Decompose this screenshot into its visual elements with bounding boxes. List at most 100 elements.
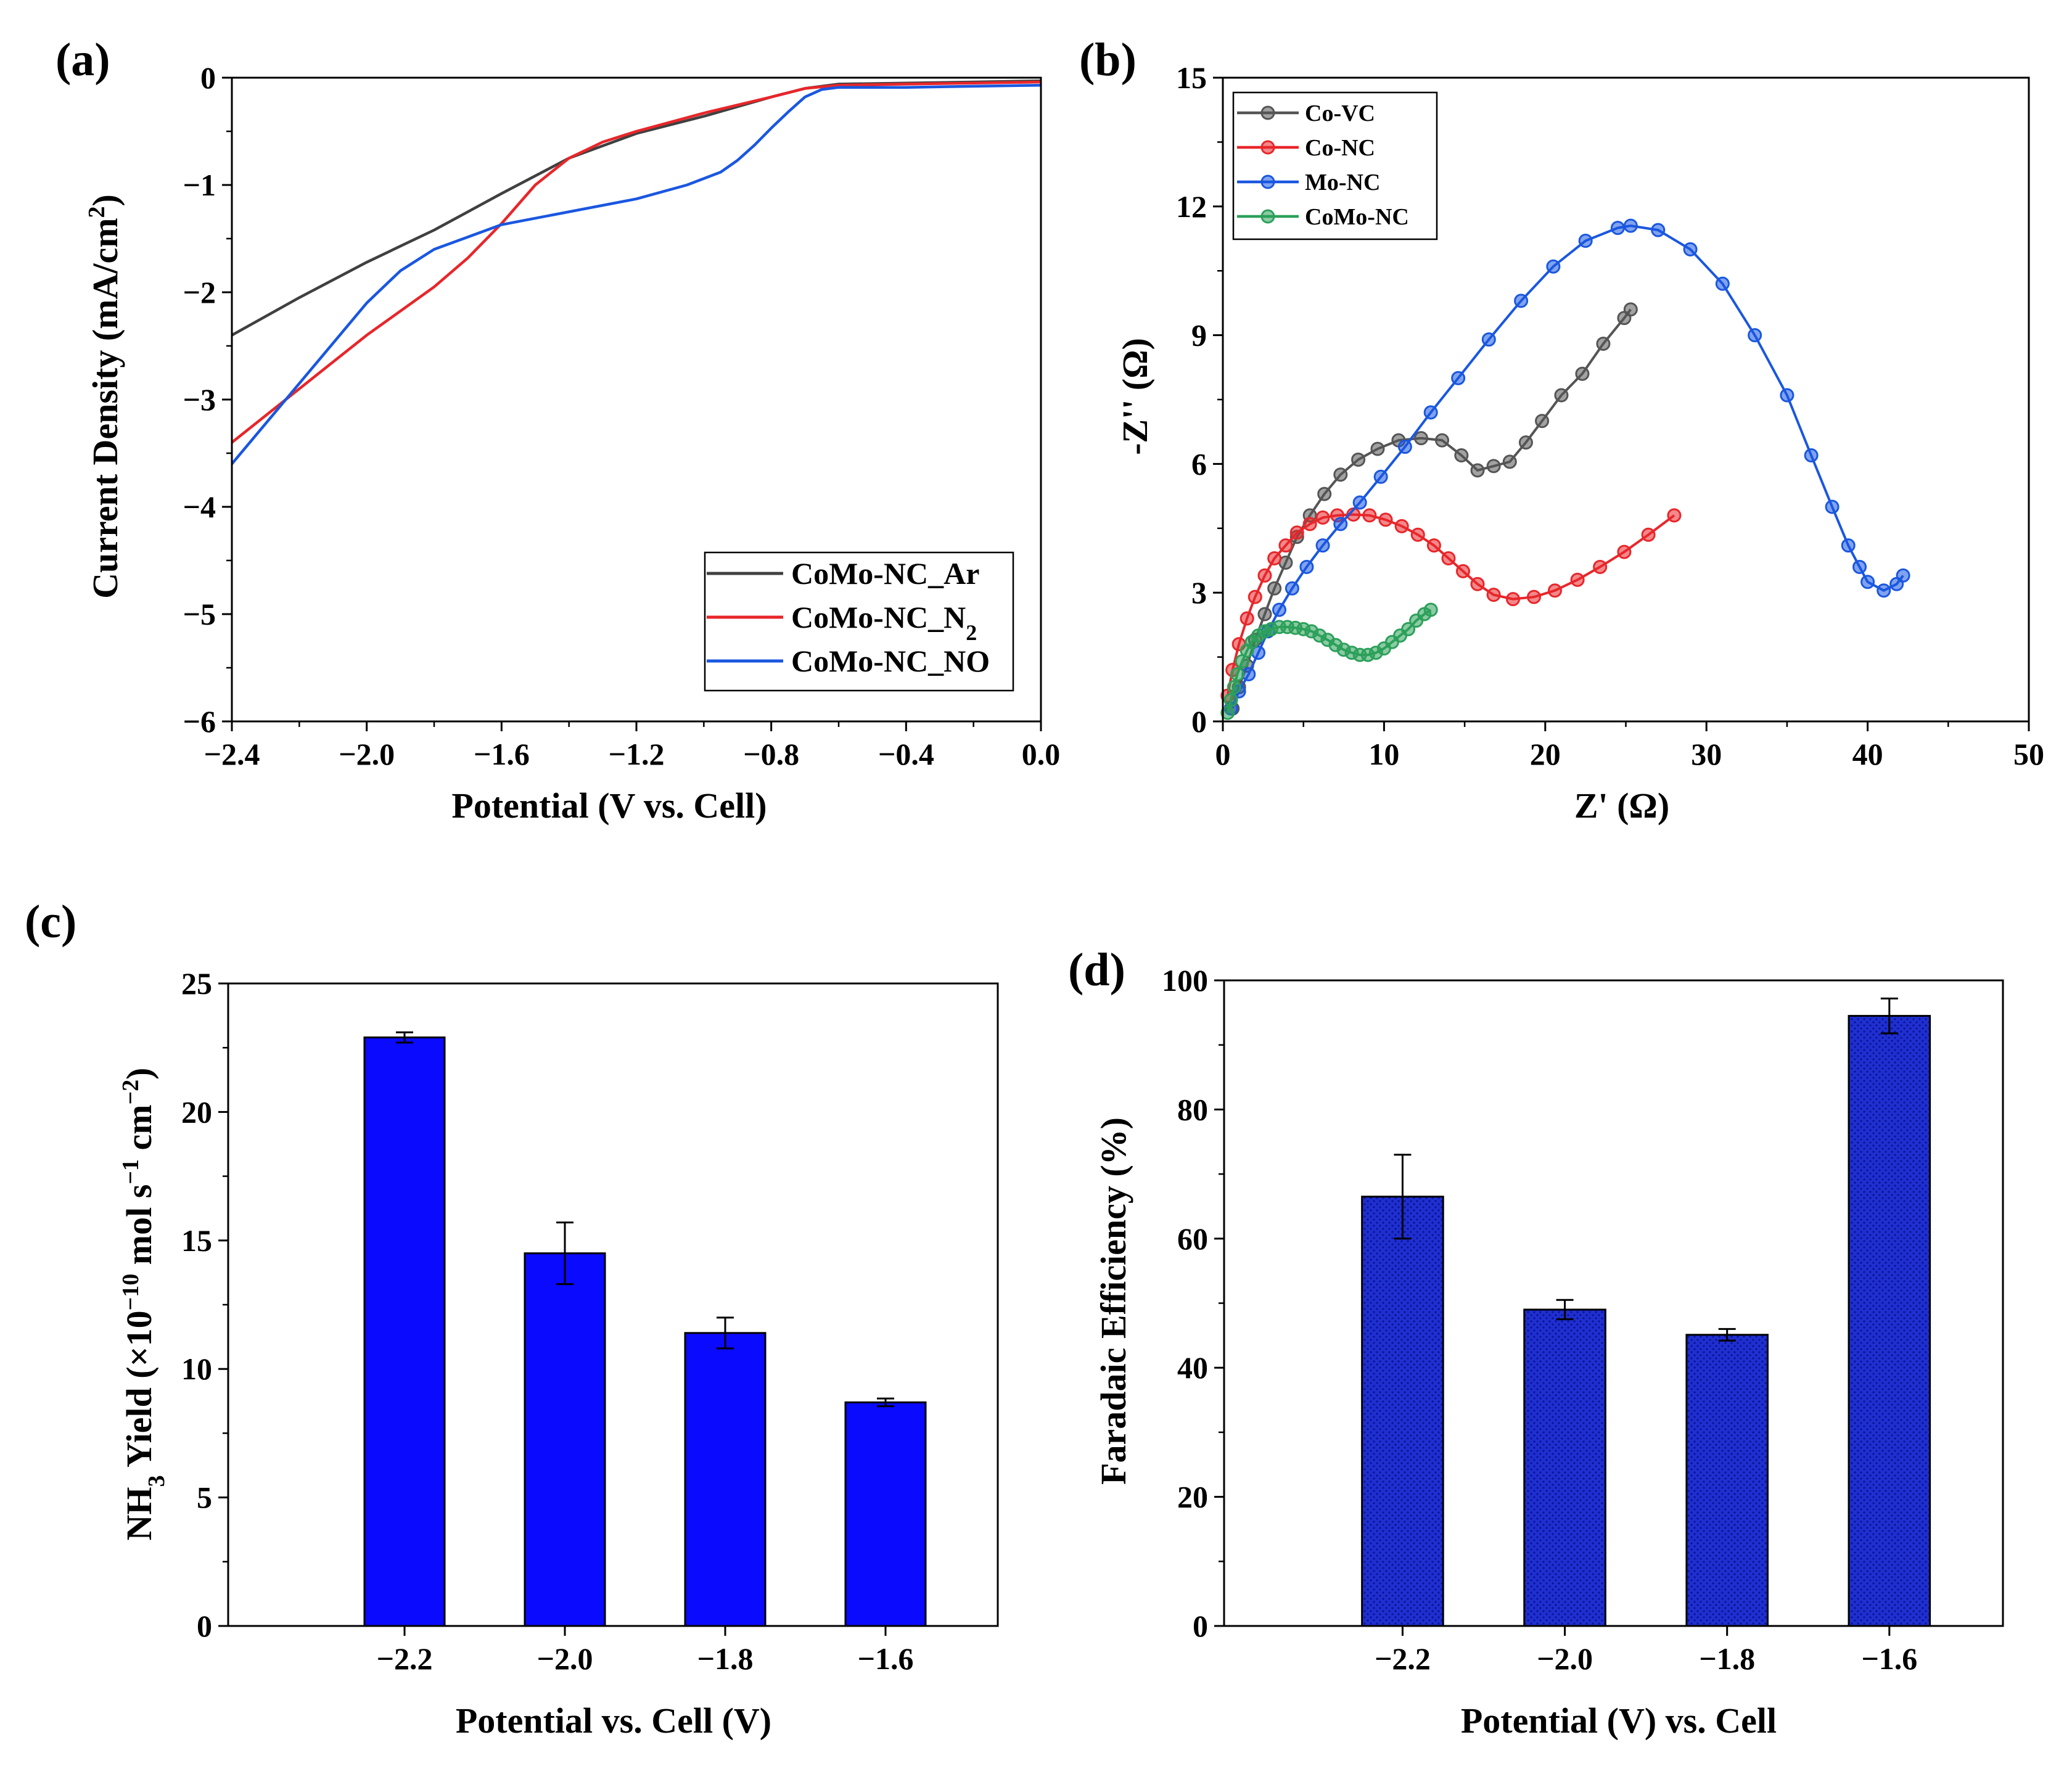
panel-b-y-tick-label: 9 [1191, 318, 1207, 353]
panel-b-data-point-2 [1610, 221, 1625, 236]
panel-a-y-tick-label: −4 [183, 490, 216, 524]
panel-b-data-point-0 [1351, 452, 1366, 467]
panel-b-legend: Co-VC Co-NC Mo-NC CoMo-NC [1232, 91, 1438, 240]
panel-b-y-tick-label: 0 [1191, 704, 1207, 739]
panel-c-x-axis-title: Potential vs. Cell (V) [456, 1701, 771, 1741]
panel-b-data-point-2 [1715, 276, 1730, 291]
panel-b-x-axis-title: Z' (Ω) [1574, 786, 1669, 826]
panel-a-x-tick-label: −0.8 [743, 737, 799, 771]
panel-b-data-point-1 [1570, 572, 1585, 587]
panel-a-x-tick-label: −1.2 [609, 737, 665, 771]
panel-a-plot-area: −6 −5 −4 −3 −2 −1 0 −2.4 −2.0 −1.6 −1.2 −0.8 −0.4 0.0 [183, 60, 1061, 771]
panel-a-legend-label: CoMo-NC_NO [791, 644, 990, 678]
panel-b-data-point-2 [1333, 517, 1348, 532]
panel-a-line-chart: (a) −6 −5 −4 −3 −2 −1 0 −2.4 −2.0 −1.6 −1.2 −0.8 −0.… [56, 34, 1060, 826]
panel-b-data-point-2 [1683, 242, 1698, 257]
panel-b-data-point-1 [1410, 527, 1425, 542]
panel-b-data-point-2 [1825, 499, 1840, 514]
panel-d-bar [1685, 1334, 1769, 1627]
panel-b-data-point-2 [1546, 259, 1561, 274]
panel-b-data-point-1 [1527, 589, 1542, 604]
panel-b-x-tick-label: 20 [1530, 737, 1561, 771]
panel-b-series-line-0 [1231, 308, 1632, 709]
panel-c-x-tick-label: −1.8 [697, 1641, 754, 1676]
panel-b-data-point-1 [1257, 568, 1272, 583]
panel-a-legend-label: CoMo-NC_N2 [791, 600, 977, 645]
panel-c-plot-area: −2.2 −2.0 −1.8 −1.6 0 5 10 15 20 25 [181, 966, 999, 1676]
panel-b-data-point-1 [1547, 583, 1562, 598]
panel-c-x-tick-label: −1.6 [858, 1641, 914, 1676]
panel-b-data-point-0 [1554, 388, 1569, 403]
panel-a-x-tick-label: −1.6 [474, 737, 530, 771]
panel-b-data-point-0 [1575, 366, 1590, 381]
panel-a-series-line-2 [231, 83, 1042, 465]
panel-c-y-tick-label: 0 [197, 1609, 212, 1643]
panel-b-data-point-2 [1423, 405, 1438, 420]
panel-b-data-point-1 [1267, 551, 1282, 566]
panel-b-data-point-0 [1317, 486, 1332, 501]
panel-d-bar [1523, 1308, 1606, 1627]
panel-b-data-point-3 [1401, 622, 1416, 636]
panel-b-data-point-2 [1481, 332, 1496, 347]
panel-b-x-tick-label: 40 [1852, 737, 1883, 771]
panel-b-y-tick-label: 15 [1176, 60, 1207, 95]
panel-b-legend-label: Co-VC [1305, 101, 1375, 126]
panel-a-x-tick-label: 0.0 [1022, 737, 1061, 771]
panel-c-y-tick-label: 10 [181, 1352, 212, 1386]
panel-c-bar [524, 1252, 606, 1627]
panel-d-y-tick-label: 20 [1177, 1480, 1208, 1514]
panel-b-data-point-2 [1804, 448, 1819, 462]
panel-a-x-axis-title: Potential (V vs. Cell) [451, 786, 767, 826]
panel-b-data-point-0 [1454, 448, 1469, 462]
panel-d-y-tick-label: 0 [1193, 1609, 1208, 1643]
panel-a-series-line-1 [231, 80, 1042, 444]
panel-d-y-tick-label: 80 [1177, 1092, 1208, 1127]
panel-b-y-tick-label: 12 [1176, 189, 1207, 224]
panel-b-data-point-2 [1272, 602, 1286, 617]
panel-b-data-point-1 [1289, 525, 1304, 540]
panel-b-data-point-0 [1596, 337, 1611, 351]
panel-b-data-point-0 [1535, 414, 1550, 429]
panel-b-data-point-1 [1278, 538, 1293, 553]
panel-b-data-point-2 [1578, 233, 1593, 248]
panel-a-label: (a) [56, 34, 110, 86]
panel-b-data-point-1 [1441, 551, 1456, 566]
panel-b-data-point-0 [1518, 435, 1533, 450]
panel-b-data-point-2 [1852, 559, 1867, 574]
panel-b-series-line-3 [1226, 609, 1432, 713]
panel-b-data-point-3 [1223, 692, 1238, 707]
panel-d-x-axis-title: Potential (V) vs. Cell [1461, 1701, 1777, 1741]
panel-b-data-point-0 [1486, 459, 1501, 474]
panel-b-data-point-0 [1502, 454, 1517, 469]
panel-b-series-line-2 [1230, 224, 1904, 709]
panel-b-data-point-1 [1302, 517, 1317, 532]
panel-c-y-tick-label: 15 [181, 1223, 212, 1258]
panel-d-bar-chart: (d) −2.2 −2.0 −1.8 −1.6 0 20 40 60 80 100 Potenti… [1068, 944, 2004, 1741]
panel-b-y-tick-label: 3 [1191, 575, 1207, 610]
panel-b-data-point-0 [1435, 433, 1450, 448]
panel-b-data-point-2 [1841, 538, 1856, 553]
panel-b-plot-area: 0 3 6 9 12 15 0 10 20 30 40 50 [1176, 60, 2044, 771]
panel-d-y-tick-label: 60 [1177, 1221, 1208, 1256]
panel-d-label: (d) [1068, 944, 1125, 996]
panel-b-data-point-2 [1748, 328, 1762, 343]
panel-b-data-point-2 [1299, 559, 1314, 574]
panel-a-y-tick-label: −2 [183, 275, 216, 310]
panel-b-data-point-1 [1667, 508, 1682, 523]
panel-c-x-tick-label: −2.2 [377, 1641, 433, 1676]
panel-b-data-point-1 [1593, 559, 1608, 574]
panel-b-data-point-2 [1285, 581, 1299, 596]
panel-b-legend-marker [1260, 209, 1275, 224]
panel-b-data-point-2 [1623, 218, 1638, 233]
panel-b-legend-label: CoMo-NC [1305, 204, 1409, 230]
panel-b-data-point-0 [1414, 431, 1429, 446]
panel-b-data-point-0 [1470, 463, 1485, 478]
panel-b-legend-marker [1260, 140, 1275, 155]
panel-c-bar [363, 1036, 446, 1627]
panel-d-bar [1361, 1196, 1444, 1627]
panel-c-y-tick-label: 5 [197, 1480, 212, 1515]
panel-b-data-point-1 [1617, 544, 1632, 559]
panel-d-y-tick-label: 40 [1177, 1350, 1208, 1385]
panel-b-y-axis-title: -Z'' (Ω) [1115, 338, 1155, 455]
